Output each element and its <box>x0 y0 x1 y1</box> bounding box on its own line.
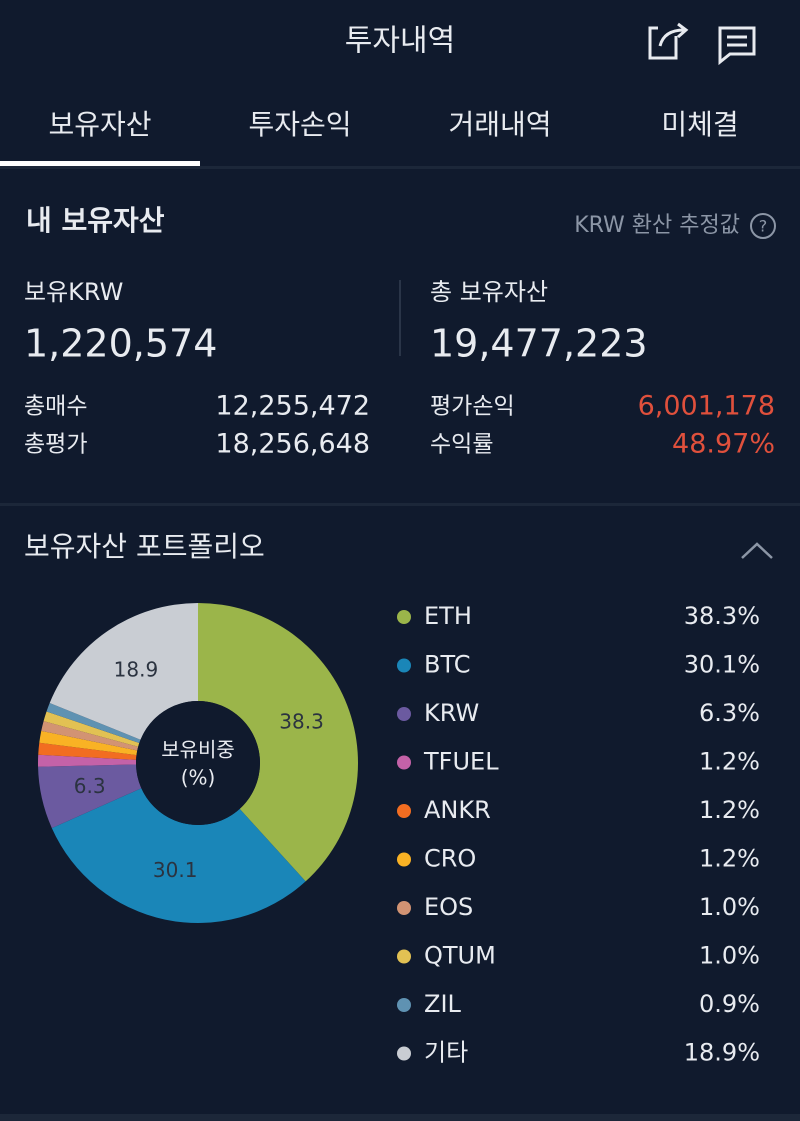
share-box <box>648 26 678 60</box>
bottom-divider <box>0 1114 800 1121</box>
slice-label: 18.9 <box>114 657 159 681</box>
slice <box>43 711 140 747</box>
chat-bubble <box>718 26 756 66</box>
legend-swatch <box>397 755 411 770</box>
legend-swatch <box>397 658 411 673</box>
legend-label: ETH <box>424 602 472 630</box>
legend-swatch <box>397 852 411 867</box>
legend-label: 기타 <box>424 1039 468 1067</box>
legend-value: 6.3% <box>699 699 760 727</box>
chat-lines <box>727 35 747 47</box>
legend-value: 1.0% <box>699 942 760 970</box>
legend-swatch <box>397 949 411 964</box>
slice-label: 30.1 <box>153 858 198 882</box>
slice <box>51 788 306 923</box>
row-label: 평가손익 <box>430 394 515 420</box>
slice <box>198 603 358 882</box>
slice <box>39 730 138 756</box>
row-label: 총평가 <box>24 432 87 458</box>
legend-label: ZIL <box>424 990 462 1018</box>
row-value: 6,001,178 <box>638 391 775 422</box>
divider <box>0 166 800 169</box>
legend-swatch <box>397 998 411 1012</box>
legend-value: 1.2% <box>699 845 760 873</box>
center-label: 보유비중 <box>161 738 235 762</box>
estimate-note: KRW 환산 추정값 <box>574 213 740 238</box>
legend-swatch <box>397 901 411 915</box>
donut-chart: 38.3 30.1 6.3 18.9 보유비중 (%) <box>38 603 358 923</box>
legend-label: BTC <box>424 651 470 679</box>
legend-value: 1.0% <box>699 893 760 921</box>
slice <box>38 754 137 767</box>
slice-label: 38.3 <box>279 709 324 733</box>
slice <box>38 742 137 760</box>
total-label: 총 보유자산 <box>430 278 548 306</box>
row-value: 48.97% <box>672 429 775 460</box>
legend-label: QTUM <box>424 942 496 970</box>
help-icon[interactable] <box>750 213 776 239</box>
slice <box>49 603 198 740</box>
header-title: 투자내역 <box>345 24 455 59</box>
legend-value: 18.9% <box>684 1039 760 1067</box>
legend-label: ANKR <box>424 796 491 824</box>
share-arrow <box>658 22 689 47</box>
center-label: (%) <box>181 766 216 790</box>
slice <box>38 764 142 829</box>
row-value: 12,255,472 <box>215 391 370 422</box>
tab[interactable]: 보유자산 <box>48 108 151 141</box>
legend-value: 1.2% <box>699 796 760 824</box>
row-value: 18,256,648 <box>215 429 370 460</box>
slice-label: 6.3 <box>74 774 106 798</box>
section-title: 내 보유자산 <box>26 204 165 237</box>
krw-value: 1,220,574 <box>24 322 217 366</box>
legend-swatch <box>397 610 411 624</box>
active-tab-indicator <box>0 161 200 166</box>
divider <box>0 503 800 506</box>
donut-hole <box>136 701 260 825</box>
legend-label: TFUEL <box>423 748 499 776</box>
legend-label: KRW <box>424 699 479 727</box>
legend-label: EOS <box>424 893 473 921</box>
slice <box>41 721 139 751</box>
legend-swatch <box>397 1046 411 1061</box>
share-icon[interactable] <box>648 22 689 60</box>
legend: ETH 38.3% BTC 30.1% KRW 6.3% TFUEL 1.2% ANKR 1.2%… <box>397 602 760 1067</box>
help-mark: ? <box>759 217 768 236</box>
slice <box>46 702 141 744</box>
legend-value: 30.1% <box>684 651 760 679</box>
tab[interactable]: 미체결 <box>661 108 738 141</box>
tab-bar: 보유자산 투자손익 거래내역 미체결 <box>48 108 738 141</box>
legend-label: CRO <box>424 845 476 873</box>
tab[interactable]: 투자손익 <box>248 108 351 141</box>
row-label: 총매수 <box>24 394 87 420</box>
tab[interactable]: 거래내역 <box>448 108 551 141</box>
legend-value: 0.9% <box>699 990 760 1018</box>
chart-title: 보유자산 포트폴리오 <box>24 530 265 563</box>
legend-swatch <box>397 804 411 818</box>
krw-label: 보유KRW <box>24 278 123 306</box>
legend-value: 38.3% <box>684 602 760 630</box>
row-label: 수익률 <box>430 432 493 458</box>
chat-icon[interactable] <box>718 26 756 66</box>
legend-value: 1.2% <box>699 748 760 776</box>
collapse-chevron[interactable] <box>741 542 773 559</box>
legend-swatch <box>397 707 411 721</box>
total-value: 19,477,223 <box>430 322 648 366</box>
